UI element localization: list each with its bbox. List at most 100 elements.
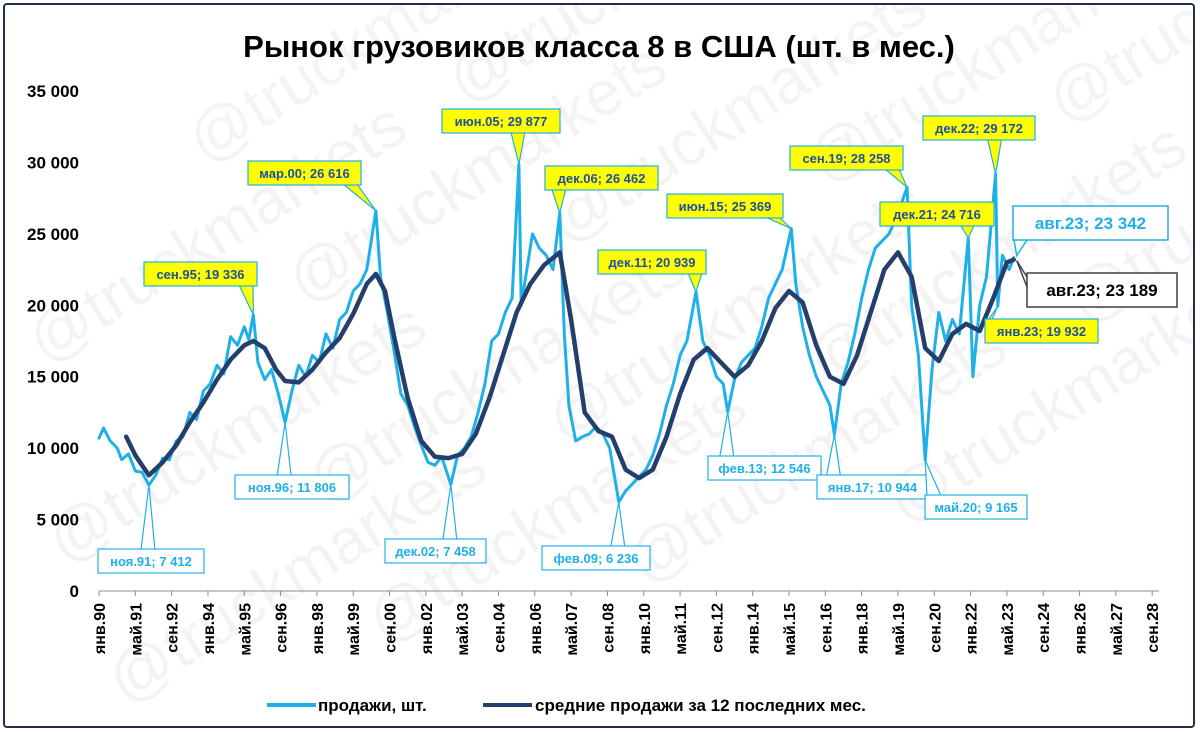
annotation-pointer bbox=[825, 434, 842, 477]
annotation-box bbox=[143, 261, 258, 287]
x-tick-label: май.27 bbox=[1109, 603, 1126, 656]
annotation-pointer bbox=[959, 224, 975, 240]
annotation-label: ноя.91; 7 412 bbox=[110, 554, 192, 569]
annotation-callout: дек.06; 26 462 bbox=[544, 165, 659, 216]
legend: продажи, шт. средние продажи за 12 после… bbox=[267, 696, 866, 715]
annotation-box bbox=[922, 115, 1036, 141]
x-tick-label: янв.06 bbox=[528, 603, 545, 655]
annotation-box bbox=[984, 318, 1099, 344]
annotation-callout: ноя.91; 7 412 bbox=[97, 485, 205, 574]
chart-svg: @truckmarkets@truckmarkets@truckmarkets@… bbox=[14, 5, 1193, 717]
annotation-box bbox=[707, 455, 822, 481]
x-tick-label: май.19 bbox=[891, 603, 908, 656]
annotation-label: фев.09; 6 236 bbox=[554, 551, 639, 566]
y-tick-label: 15 000 bbox=[27, 368, 79, 387]
annotation-pointer bbox=[687, 272, 703, 294]
annotation-pointer bbox=[140, 485, 156, 551]
x-tick-label: сен.00 bbox=[383, 603, 400, 653]
annotation-pointer bbox=[551, 188, 567, 216]
annotation-box bbox=[544, 165, 659, 191]
annotation-label: янв.23; 19 932 bbox=[997, 324, 1086, 339]
annotation-label: дек.22; 29 172 bbox=[935, 121, 1023, 136]
annotation-pointer bbox=[276, 422, 292, 477]
annotation-callout: мар.00; 26 616 bbox=[247, 160, 377, 212]
annotation-callout: сен.19; 28 258 bbox=[789, 145, 908, 188]
x-tick-label: янв.26 bbox=[1073, 603, 1090, 655]
x-tick-label: янв.14 bbox=[746, 603, 763, 655]
annotation-box bbox=[1012, 205, 1169, 241]
annotation-box bbox=[541, 545, 651, 571]
x-tick-label: янв.22 bbox=[964, 603, 981, 655]
annotation-callout: дек.02; 7 458 bbox=[384, 484, 487, 564]
annotation-box bbox=[879, 201, 995, 227]
chart-frame: @truckmarkets@truckmarkets@truckmarkets@… bbox=[3, 3, 1195, 728]
y-tick-label: 20 000 bbox=[27, 296, 79, 315]
x-tick-label: май.95 bbox=[237, 603, 254, 656]
x-tick-label: сен.20 bbox=[927, 603, 944, 653]
annotation-callout: фев.09; 6 236 bbox=[541, 501, 651, 571]
legend-label-average: средние продажи за 12 последних мес. bbox=[535, 696, 866, 715]
annotation-callout: сен.95; 19 336 bbox=[143, 261, 258, 316]
annotation-pointer bbox=[1016, 260, 1028, 288]
x-tick-label: янв.90 bbox=[92, 603, 109, 655]
annotation-label: дек.11; 20 939 bbox=[608, 255, 695, 270]
annotation-callout: янв.17; 10 944 bbox=[816, 434, 929, 500]
annotation-label: дек.21; 24 716 bbox=[893, 207, 981, 222]
annotation-pointer bbox=[924, 459, 942, 497]
annotation-callout: фев.13; 12 546 bbox=[707, 411, 822, 481]
annotation-callout: дек.11; 20 939 bbox=[597, 249, 707, 294]
annotation-box bbox=[816, 474, 929, 500]
annotation-callout: янв.23; 19 932 bbox=[984, 305, 1099, 344]
annotation-box bbox=[1026, 272, 1178, 308]
x-tick-label: сен.28 bbox=[1145, 603, 1162, 653]
x-tick-label: янв.94 bbox=[201, 603, 218, 655]
x-tick-label: май.23 bbox=[1000, 603, 1017, 656]
y-tick-label: 5 000 bbox=[36, 511, 79, 530]
annotation-pointer bbox=[884, 168, 908, 188]
annotation-callout: июн.05; 29 877 bbox=[441, 108, 561, 165]
annotation-box bbox=[597, 249, 707, 275]
x-tick-label: май.99 bbox=[346, 603, 363, 656]
x-tick-label: май.03 bbox=[455, 603, 472, 656]
legend-label-sales: продажи, шт. bbox=[318, 696, 427, 715]
annotation-label: дек.06; 26 462 bbox=[558, 171, 646, 186]
annotation-label: май.20; 9 165 bbox=[934, 500, 1017, 515]
annotation-label: июн.15; 25 369 bbox=[679, 199, 772, 214]
annotation-callout: ноя.96; 11 806 bbox=[234, 422, 350, 500]
annotation-callout: июн.15; 25 369 bbox=[666, 193, 792, 230]
annotation-pointer bbox=[764, 216, 792, 230]
series-layer bbox=[97, 162, 1016, 504]
annotation-box bbox=[247, 160, 362, 186]
annotation-pointer bbox=[610, 501, 626, 548]
annotation-callout: май.20; 9 165 bbox=[924, 459, 1028, 520]
chart-title: Рынок грузовиков класса 8 в США (шт. в м… bbox=[243, 29, 955, 64]
annotation-label: авг.23; 23 342 bbox=[1035, 214, 1146, 233]
x-tick-label: сен.04 bbox=[491, 603, 508, 653]
annotation-box bbox=[384, 538, 487, 564]
series-sales-line bbox=[97, 162, 1016, 504]
annotation-layer: ноя.91; 7 412 сен.95; 19 336 ноя.96; 11 80… bbox=[97, 108, 1178, 574]
x-tick-label: сен.92 bbox=[165, 603, 182, 653]
annotation-box bbox=[789, 145, 904, 171]
annotation-callout: дек.21; 24 716 bbox=[879, 201, 995, 240]
annotation-label: янв.17; 10 944 bbox=[828, 480, 918, 495]
annotation-label: ноя.96; 11 806 bbox=[248, 480, 336, 495]
annotation-label: сен.19; 28 258 bbox=[802, 151, 890, 166]
y-axis: 0 5 000 10 000 15 000 20 000 25 000 30 000 35 0… bbox=[27, 82, 79, 601]
annotation-pointer bbox=[442, 484, 458, 541]
annotation-label: мар.00; 26 616 bbox=[259, 166, 349, 181]
series-average-line bbox=[123, 250, 1016, 481]
x-tick-label: май.15 bbox=[782, 603, 799, 656]
annotation-pointer bbox=[510, 131, 526, 165]
y-tick-label: 35 000 bbox=[27, 82, 79, 101]
annotation-label: авг.23; 23 189 bbox=[1046, 281, 1157, 300]
x-axis: янв.90 май.91 сен.92 янв.94 май.95 сен.96 янв.… bbox=[92, 590, 1162, 656]
x-tick-label: сен.16 bbox=[818, 603, 835, 653]
x-tick-label: сен.12 bbox=[709, 603, 726, 653]
annotation-pointer bbox=[986, 138, 1003, 175]
annotation-callout: дек.22; 29 172 bbox=[922, 115, 1036, 175]
x-tick-label: май.07 bbox=[564, 603, 581, 656]
annotation-box bbox=[234, 474, 350, 500]
y-tick-label: 0 bbox=[70, 582, 79, 601]
x-tick-label: янв.02 bbox=[419, 603, 436, 655]
